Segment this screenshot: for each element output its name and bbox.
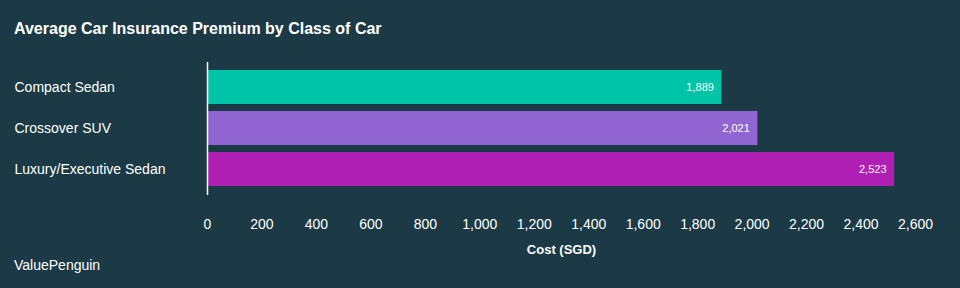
svg-text:2,523: 2,523 [859, 163, 887, 175]
svg-text:2,600: 2,600 [898, 216, 933, 232]
svg-text:1,600: 1,600 [626, 216, 661, 232]
svg-text:2,200: 2,200 [789, 216, 824, 232]
svg-text:400: 400 [305, 216, 329, 232]
svg-text:Luxury/Executive Sedan: Luxury/Executive Sedan [15, 161, 166, 177]
svg-text:2,400: 2,400 [844, 216, 879, 232]
svg-text:1,000: 1,000 [462, 216, 497, 232]
html-text:Average Car Insurance Premium: Average Car Insurance Premium by Class o… [14, 20, 382, 37]
html-text:ValuePenguin: ValuePenguin [14, 257, 101, 273]
svg-text:1,800: 1,800 [680, 216, 715, 232]
svg-text:Cost (SGD): Cost (SGD) [527, 242, 596, 257]
svg-text:2,000: 2,000 [735, 216, 770, 232]
svg-text:600: 600 [359, 216, 383, 232]
svg-text:0: 0 [204, 216, 212, 232]
svg-text:1,400: 1,400 [571, 216, 606, 232]
svg-text:Crossover SUV: Crossover SUV [15, 120, 112, 136]
svg-text:2,021: 2,021 [722, 122, 750, 134]
svg-text:1,200: 1,200 [517, 216, 552, 232]
svg-text:200: 200 [250, 216, 274, 232]
svg-text:1,889: 1,889 [686, 81, 714, 93]
svg-text:800: 800 [414, 216, 438, 232]
svg-text:Compact Sedan: Compact Sedan [15, 79, 115, 95]
